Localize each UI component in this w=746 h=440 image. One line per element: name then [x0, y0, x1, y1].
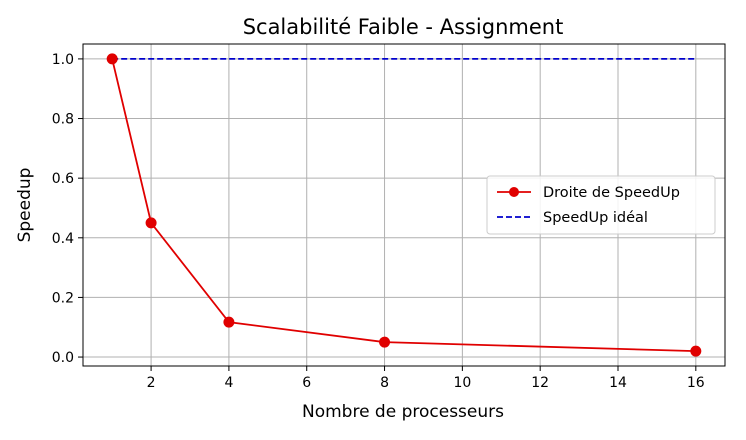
x-tick-label: 6: [302, 375, 311, 391]
legend: Droite de SpeedUp SpeedUp idéal: [486, 175, 716, 235]
legend-label: SpeedUp idéal: [543, 210, 648, 226]
x-tick-label: 10: [453, 375, 471, 391]
x-tick-label: 4: [224, 375, 233, 391]
legend-label: Droite de SpeedUp: [543, 185, 680, 201]
x-tick-label: 12: [531, 375, 549, 391]
y-tick-label: 0.6: [52, 171, 74, 187]
y-tick-label: 0.0: [52, 350, 74, 366]
chart-title: Scalabilité Faible - Assignment: [243, 15, 564, 39]
data-point: [379, 336, 391, 348]
y-tick-label: 0.4: [52, 231, 74, 247]
x-tick-label: 14: [609, 375, 627, 391]
y-tick-label: 0.8: [52, 112, 74, 128]
series-layer: [106, 53, 702, 357]
plot-frame: [82, 43, 726, 367]
legend-box: [486, 175, 716, 235]
y-tick-label: 1.0: [52, 52, 74, 68]
legend-swatch-marker: [509, 187, 519, 197]
y-axis-label: Speedup: [15, 168, 35, 243]
y-tick-label: 0.2: [52, 290, 74, 306]
data-point: [145, 217, 157, 229]
data-point: [690, 345, 702, 357]
x-axis-label: Nombre de processeurs: [302, 402, 504, 422]
data-point: [106, 53, 118, 65]
x-tick-label: 2: [147, 375, 156, 391]
data-point: [223, 316, 235, 328]
x-tick-label: 16: [687, 375, 705, 391]
x-tick-label: 8: [380, 375, 389, 391]
ticks: 2 4 6 8 10 12 14 16 0.0 0.2 0.4 0.6 0.8 1.0: [52, 52, 705, 391]
